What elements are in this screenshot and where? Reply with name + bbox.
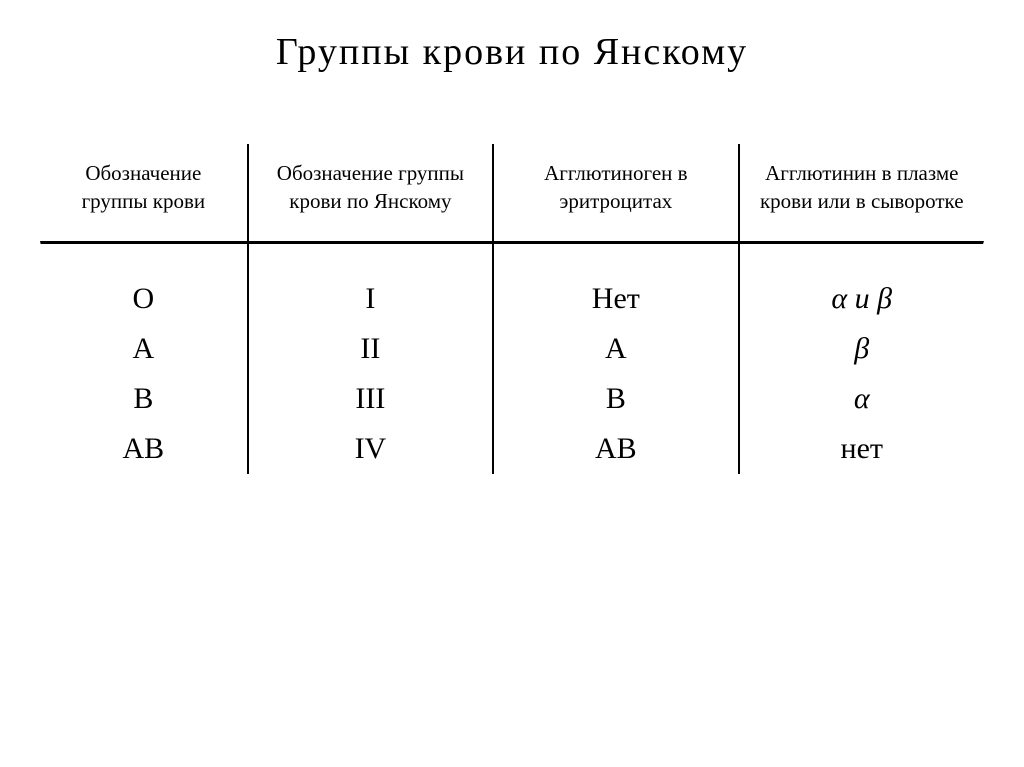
cell-agglutinogen: Нет xyxy=(493,274,738,324)
cell-jansky: IV xyxy=(248,424,493,474)
cell-agglutinogen: B xyxy=(493,374,738,424)
cell-agglutinogen: AB xyxy=(493,424,738,474)
cell-agglutinin: α xyxy=(739,374,984,424)
col-header-agglutinogen: Агглютиноген в эритроцитах xyxy=(493,144,738,241)
cell-agglutinin: нет xyxy=(739,424,984,474)
cell-jansky: II xyxy=(248,324,493,374)
cell-designation: AB xyxy=(40,424,248,474)
cell-agglutinin: α и β xyxy=(739,274,984,324)
table-row: A II A β xyxy=(40,324,984,374)
cell-jansky: III xyxy=(248,374,493,424)
cell-agglutinogen: A xyxy=(493,324,738,374)
cell-jansky: I xyxy=(248,274,493,324)
cell-designation: O xyxy=(40,274,248,324)
table-header-row: Обозначение группы крови Обозначение гру… xyxy=(40,144,984,241)
table-row: B III B α xyxy=(40,374,984,424)
cell-designation: A xyxy=(40,324,248,374)
page-title: Группы крови по Янскому xyxy=(20,30,1004,74)
table-row: O I Нет α и β xyxy=(40,274,984,324)
cell-designation: B xyxy=(40,374,248,424)
table-container: Обозначение группы крови Обозначение гру… xyxy=(20,144,1004,474)
spacer xyxy=(40,244,984,274)
blood-groups-table: Обозначение группы крови Обозначение гру… xyxy=(40,144,984,474)
col-header-designation: Обозначение группы крови xyxy=(40,144,248,241)
col-header-agglutinin: Агглютинин в плазме крови или в сыворотк… xyxy=(739,144,984,241)
table-row: AB IV AB нет xyxy=(40,424,984,474)
col-header-jansky: Обозначение группы крови по Янскому xyxy=(248,144,493,241)
cell-agglutinin: β xyxy=(739,324,984,374)
